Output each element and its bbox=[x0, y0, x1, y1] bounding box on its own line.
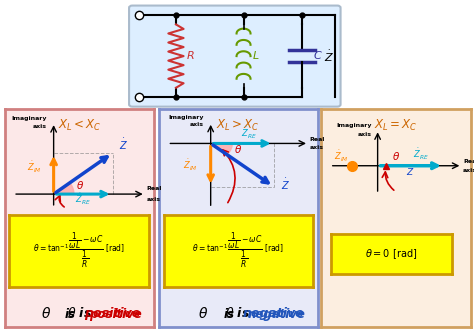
Text: $\dot{Z}_{IM}$: $\dot{Z}_{IM}$ bbox=[27, 160, 42, 175]
Text: axis: axis bbox=[310, 145, 324, 150]
Text: $\theta = 0\ [\mathrm{rad}]$: $\theta = 0\ [\mathrm{rad}]$ bbox=[365, 247, 418, 261]
Text: positive: positive bbox=[89, 308, 142, 321]
Text: $\theta$: $\theta$ bbox=[41, 307, 52, 321]
Text: $X_L < X_C$: $X_L < X_C$ bbox=[57, 117, 101, 133]
Text: axis: axis bbox=[358, 132, 372, 137]
Text: L: L bbox=[253, 51, 259, 61]
Text: is: is bbox=[65, 308, 76, 321]
Text: $\theta$: $\theta$ bbox=[392, 150, 400, 162]
Text: Real: Real bbox=[146, 186, 162, 191]
Text: $\dot{Z}_{IM}$: $\dot{Z}_{IM}$ bbox=[183, 157, 198, 173]
Text: $X_L = X_C$: $X_L = X_C$ bbox=[374, 117, 418, 133]
Text: $\theta = \tan^{-1}\dfrac{\dfrac{1}{\omega L}-\omega C}{\dfrac{1}{R}}\ [\mathrm{: $\theta = \tan^{-1}\dfrac{\dfrac{1}{\ome… bbox=[33, 231, 126, 270]
Text: $\theta$ is: $\theta$ is bbox=[66, 306, 92, 320]
Text: axis: axis bbox=[190, 122, 204, 127]
Text: axis: axis bbox=[33, 124, 47, 129]
Text: $\dot{Z}$: $\dot{Z}$ bbox=[119, 137, 128, 152]
Text: $\dot{Z}_{RE}$: $\dot{Z}_{RE}$ bbox=[240, 126, 256, 141]
FancyBboxPatch shape bbox=[129, 6, 340, 107]
Text: positive: positive bbox=[84, 307, 140, 320]
Text: negative: negative bbox=[242, 307, 304, 320]
Text: Real: Real bbox=[463, 159, 474, 164]
Text: $\dot{Z}_{IM}$: $\dot{Z}_{IM}$ bbox=[334, 149, 348, 164]
Text: R: R bbox=[186, 51, 194, 61]
Text: $\dot{Z}$: $\dot{Z}$ bbox=[281, 177, 290, 192]
Text: axis: axis bbox=[463, 168, 474, 173]
Polygon shape bbox=[210, 144, 232, 154]
Text: $\dot{Z}$: $\dot{Z}$ bbox=[324, 49, 334, 64]
Text: $\theta$: $\theta$ bbox=[198, 307, 209, 321]
Text: Imaginary: Imaginary bbox=[168, 115, 204, 120]
Text: $\theta$: $\theta$ bbox=[76, 179, 84, 191]
Text: C: C bbox=[314, 51, 321, 61]
Text: negative: negative bbox=[247, 308, 305, 321]
Text: is: is bbox=[223, 308, 234, 321]
Text: $\theta = \tan^{-1}\dfrac{\dfrac{1}{\omega L}-\omega C}{\dfrac{1}{R}}\ [\mathrm{: $\theta = \tan^{-1}\dfrac{\dfrac{1}{\ome… bbox=[192, 231, 284, 270]
Polygon shape bbox=[54, 183, 74, 194]
Text: $\dot{Z}$: $\dot{Z}$ bbox=[407, 164, 415, 178]
Text: $\dot{Z}_{RE}$: $\dot{Z}_{RE}$ bbox=[413, 147, 428, 162]
Text: Imaginary: Imaginary bbox=[11, 115, 47, 120]
Text: Imaginary: Imaginary bbox=[337, 123, 372, 128]
Text: $\dot{Z}_{RE}$: $\dot{Z}_{RE}$ bbox=[75, 192, 91, 207]
Text: $X_L > X_C$: $X_L > X_C$ bbox=[216, 117, 260, 133]
Text: axis: axis bbox=[146, 197, 160, 202]
Text: $\theta$: $\theta$ bbox=[234, 143, 242, 155]
Text: Real: Real bbox=[310, 137, 325, 142]
Text: $\theta$ is: $\theta$ is bbox=[225, 306, 251, 320]
